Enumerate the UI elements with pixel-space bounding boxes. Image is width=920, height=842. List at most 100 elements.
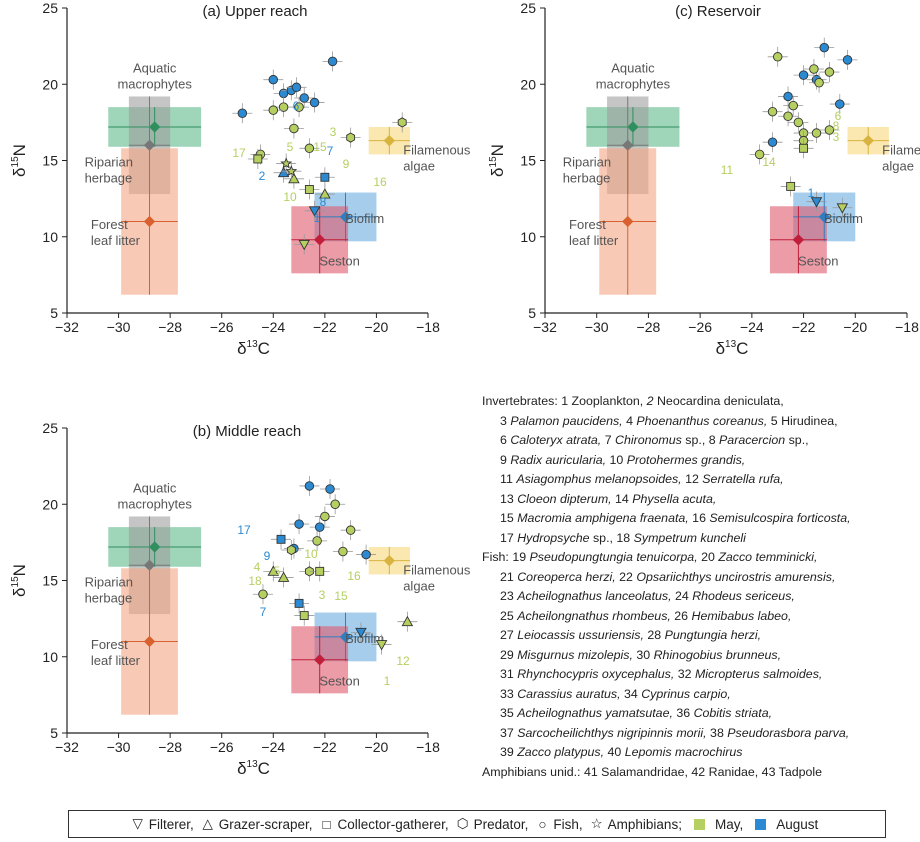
source-label: Seston [798, 254, 838, 269]
y-tick-label: 15 [42, 153, 58, 169]
species-number-label: 16 [373, 175, 387, 189]
fish-point [814, 77, 824, 88]
fish-point [268, 105, 279, 115]
x-tick-label: −30 [107, 739, 131, 755]
y-tick-label: 20 [520, 76, 536, 92]
x-tick-label: −30 [107, 319, 131, 335]
fish-point [811, 128, 822, 138]
fish-block: Fish: 19 Pseudopungtungia tenuicorpa, 20… [482, 548, 918, 568]
species-number-label: 1 [314, 211, 321, 225]
x-tick-label: −24 [261, 739, 285, 755]
grazer-point [401, 615, 414, 627]
species-number-label: 5 [287, 140, 294, 154]
fish-point [788, 100, 798, 111]
x-tick-label: −26 [210, 739, 234, 755]
source-point [383, 135, 395, 147]
source-label: Filamenous [882, 142, 920, 157]
invertebrate-line: 6 Caloteryx atrata, 7 Chironomus sp., 8 … [500, 433, 809, 447]
filterer-icon: ▽ [132, 816, 143, 831]
species-number-label: 8 [320, 195, 327, 209]
fish-line: 37 Sarcocheilichthys nigripinnis morii, … [500, 725, 850, 740]
collector-point [320, 172, 330, 182]
amphibians-icon: ☆ [590, 816, 603, 831]
species-number-label: 5 [274, 564, 281, 578]
source-label: Seston [319, 674, 359, 689]
source-point [314, 654, 326, 666]
source-point [149, 541, 161, 553]
fish-point [258, 589, 268, 599]
species-number-label: 6 [835, 109, 842, 123]
y-tick-label: 20 [42, 76, 58, 92]
source-label: macrophytes [596, 77, 671, 92]
fish-point [835, 99, 845, 109]
x-tick-label: −22 [313, 739, 337, 755]
legend-collector: □ Collector-gatherer, [319, 816, 448, 832]
collector-point [315, 566, 325, 576]
collector-gatherer-icon: □ [322, 816, 331, 832]
x-tick-label: −28 [158, 319, 182, 335]
y-tick-label: 15 [42, 573, 58, 589]
fish-point [767, 106, 778, 117]
species-number-label: 10 [304, 547, 318, 561]
species-number-label: 11 [721, 163, 734, 177]
source-point [339, 211, 352, 223]
fish-point [291, 82, 302, 93]
invertebrate-line: 15 Macromia amphigena fraenata, 16 Semis… [500, 511, 851, 525]
species-number-label: 17 [237, 523, 251, 537]
fish-point [793, 117, 804, 128]
source-point [339, 631, 352, 643]
source-point [143, 559, 156, 571]
invertebrates-title: Invertebrates: [482, 394, 558, 408]
x-tick-label: −18 [416, 319, 440, 335]
species-number-label: 4 [254, 560, 261, 574]
filterer-point [355, 627, 367, 639]
grazer-point [267, 565, 280, 576]
x-tick-label: −28 [158, 739, 182, 755]
fish-point [294, 102, 304, 112]
predator-icon: ⬡ [456, 816, 469, 831]
may-swatch-icon [693, 818, 705, 830]
x-tick-label: −22 [792, 319, 816, 335]
y-axis-title: δ15N [10, 144, 29, 177]
fish-point [783, 91, 793, 102]
fish-title: Fish: [482, 550, 509, 564]
source-label: Biofilm [345, 631, 384, 646]
y-tick-label: 15 [520, 153, 536, 169]
source-label: Forest [91, 217, 128, 232]
fish-point [338, 546, 348, 557]
fish-line: 21 Coreoperca herzi, 22 Opsariichthys un… [500, 569, 836, 584]
species-number-label: 2 [259, 169, 266, 183]
predator-point [304, 566, 314, 577]
predator-point [397, 117, 407, 128]
species-number-label: 18 [248, 574, 262, 588]
source-label: Filamenous [403, 142, 471, 157]
source-label: Aquatic [133, 61, 177, 76]
filterer-point [375, 640, 388, 651]
collector-point [299, 611, 309, 621]
collector-point [799, 143, 809, 153]
predator-point [346, 132, 356, 143]
panel-title: (b) Middle reach [193, 423, 301, 440]
amphibians-title: Amphibians unid.: [482, 764, 581, 779]
source-label: herbage [563, 171, 611, 186]
source-label: Seston [319, 254, 359, 269]
y-tick-label: 5 [50, 305, 58, 321]
fish-point [824, 67, 835, 77]
fish-line: 25 Acheilongnathus rhombeus, 26 Hemibabu… [500, 608, 792, 623]
fish-point [783, 111, 793, 122]
source-label: herbage [85, 171, 133, 186]
species-number-label: 8 [833, 119, 840, 133]
source-label: macrophytes [117, 77, 192, 92]
species-number-label: 15 [334, 589, 348, 603]
grazer-point [277, 571, 290, 582]
fish-point [798, 70, 809, 80]
y-tick-label: 25 [42, 420, 58, 436]
source-point [143, 635, 156, 648]
collector-point [304, 185, 314, 194]
source-point [818, 211, 830, 223]
panel-1: −32 −30 −28 −26 −24 −22 −20 −18510152025δ13Cδ15… [10, 0, 471, 358]
fish-point [842, 55, 853, 65]
species-number-label: 10 [283, 190, 297, 204]
fish-point [320, 511, 330, 522]
species-number-label: 1 [808, 186, 815, 200]
